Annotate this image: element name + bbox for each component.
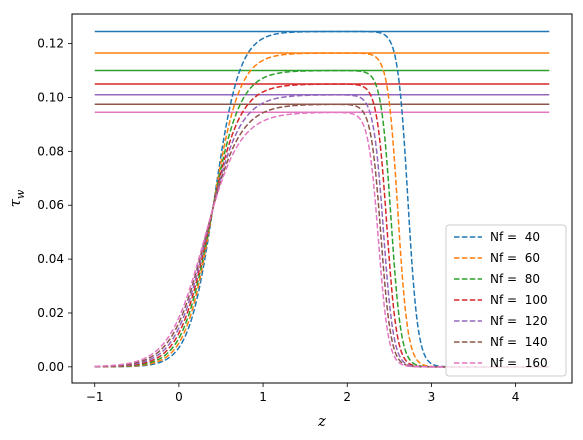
y-tick-label-5: 0.08 <box>37 144 64 158</box>
legend-box <box>445 224 567 377</box>
y-axis-label: τw <box>6 189 27 207</box>
x-axis: −1 0 1 2 3 4 <box>86 383 520 404</box>
x-tick-label-2: 0 <box>175 390 183 404</box>
y-axis: 0.00 0.02 0.04 0.06 0.08 0.10 0.12 <box>37 37 72 374</box>
x-tick-label-3: 1 <box>259 390 267 404</box>
x-tick-label-5: 3 <box>428 390 436 404</box>
y-tick-label-7: 0.12 <box>37 37 64 51</box>
x-tick-label-6: 4 <box>512 390 520 404</box>
legend-label-1: Nf = 40 <box>490 230 540 244</box>
y-tick-label-6: 0.10 <box>37 90 64 104</box>
reference-lines <box>94 30 550 114</box>
x-tick-label-4: 2 <box>343 390 351 404</box>
x-tick-label-1: −1 <box>86 390 104 404</box>
legend-label-2: Nf = 60 <box>490 251 540 265</box>
legend: Nf = 40 Nf = 60 Nf = 80 Nf = 100 Nf = 120 Nf … <box>445 224 567 377</box>
y-tick-label-4: 0.06 <box>37 198 64 212</box>
plot-frame <box>71 13 573 384</box>
series-line-3 <box>94 69 550 368</box>
y-tick-label-1: 0.00 <box>37 360 64 374</box>
legend-label-5: Nf = 120 <box>490 314 548 328</box>
y-tick-label-3: 0.04 <box>37 252 64 266</box>
y-tick-label-2: 0.02 <box>37 306 64 320</box>
legend-label-7: Nf = 160 <box>490 356 548 370</box>
legend-label-4: Nf = 100 <box>490 293 548 307</box>
legend-label-6: Nf = 140 <box>490 335 548 349</box>
legend-label-3: Nf = 80 <box>490 272 540 286</box>
x-axis-label: z <box>317 412 326 430</box>
